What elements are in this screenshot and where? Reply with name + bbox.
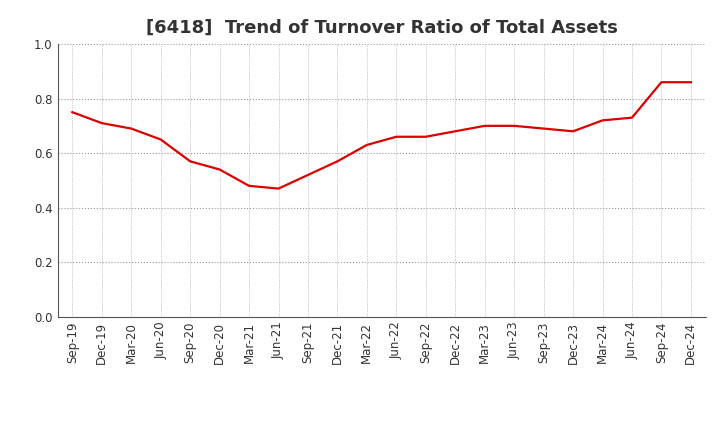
Title: [6418]  Trend of Turnover Ratio of Total Assets: [6418] Trend of Turnover Ratio of Total … — [145, 19, 618, 37]
